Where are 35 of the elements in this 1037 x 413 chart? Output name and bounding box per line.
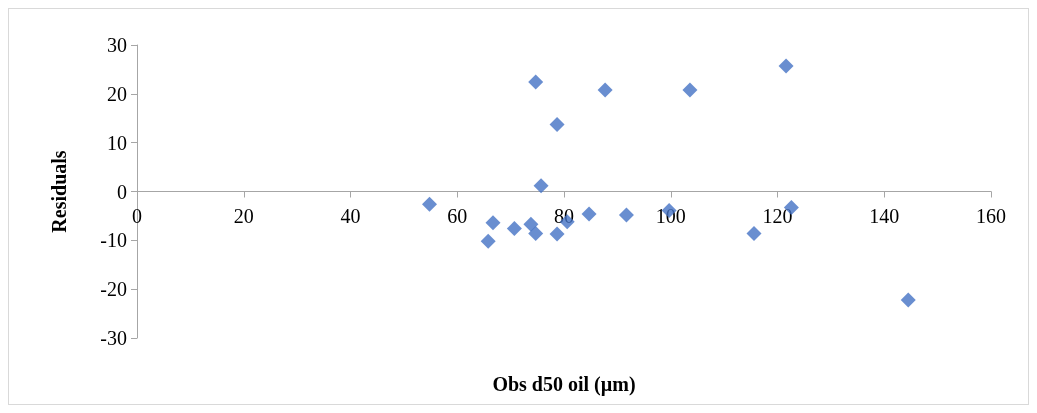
y-tick-label: 0 bbox=[117, 180, 127, 203]
point bbox=[778, 58, 794, 74]
x-tick-label: 160 bbox=[976, 204, 1006, 227]
y-tick-label: -30 bbox=[100, 327, 127, 349]
point bbox=[549, 226, 565, 242]
point bbox=[746, 226, 762, 241]
point bbox=[618, 207, 634, 223]
point bbox=[485, 215, 501, 231]
x-tick-label: 60 bbox=[447, 204, 468, 227]
y-tick-label: 10 bbox=[107, 131, 127, 154]
point bbox=[533, 178, 549, 194]
x-tick-label: 120 bbox=[762, 204, 793, 227]
x-tick-label: 80 bbox=[554, 204, 574, 227]
y-tick-label: -10 bbox=[100, 229, 127, 252]
y-axis-title: Residuals bbox=[48, 150, 70, 233]
x-tick-label: 40 bbox=[340, 204, 361, 227]
point bbox=[900, 292, 916, 308]
y-tick-label: 20 bbox=[107, 82, 127, 105]
point bbox=[506, 221, 522, 237]
point bbox=[523, 216, 539, 232]
x-tick-label: 100 bbox=[655, 204, 686, 227]
point bbox=[581, 206, 597, 222]
point bbox=[480, 233, 496, 249]
point bbox=[682, 82, 698, 98]
point bbox=[597, 82, 613, 98]
point bbox=[421, 196, 437, 212]
point bbox=[549, 117, 565, 133]
y-tick-label: 30 bbox=[107, 34, 127, 56]
point bbox=[528, 226, 544, 241]
x-tick-label: 0 bbox=[132, 204, 142, 227]
point bbox=[528, 74, 544, 90]
x-tick-label: 20 bbox=[233, 204, 254, 227]
y-tick-label: -20 bbox=[100, 278, 127, 301]
x-axis-title: Obs d50 oil (µm) bbox=[492, 373, 636, 396]
x-tick-label: 140 bbox=[869, 204, 900, 227]
